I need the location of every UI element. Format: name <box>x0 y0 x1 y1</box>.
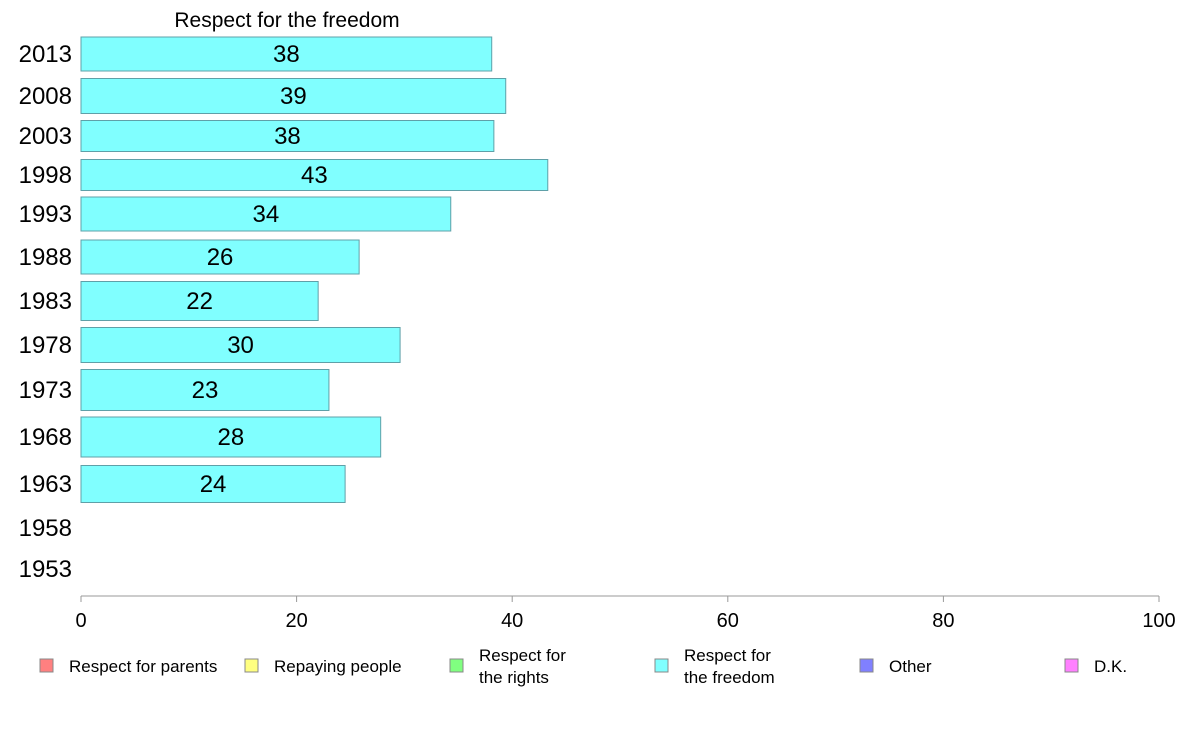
bar <box>80 36 493 72</box>
y-tick-label: 2008 <box>19 83 72 110</box>
x-axis: 0 20 40 60 80 100 <box>75 595 1176 632</box>
y-tick-label: 2003 <box>19 123 72 150</box>
bar-value-label: 30 <box>227 332 254 359</box>
legend-swatch <box>449 658 464 673</box>
chart-title: Respect for the freedom <box>174 9 399 32</box>
legend-swatch <box>244 658 259 673</box>
bar-value-label: 24 <box>200 471 227 498</box>
bar-value-label: 28 <box>217 424 244 451</box>
bar <box>80 159 549 191</box>
bar <box>80 78 507 114</box>
y-tick-label: 1978 <box>19 332 72 359</box>
bar <box>80 196 452 232</box>
y-tick-label: 1973 <box>19 377 72 404</box>
bar <box>80 369 330 411</box>
bar <box>80 416 382 458</box>
x-tick-label: 40 <box>501 610 523 632</box>
bar <box>80 465 346 503</box>
bar-value-label: 38 <box>274 123 301 150</box>
x-tick-label: 0 <box>75 610 86 632</box>
bar-value-label: 26 <box>207 244 234 271</box>
bar-value-label: 23 <box>192 377 219 404</box>
legend-label: D.K. <box>1094 657 1127 676</box>
legend-label: Respect for parents <box>69 657 217 676</box>
x-tick-label: 60 <box>717 610 739 632</box>
y-tick-label: 1988 <box>19 244 72 271</box>
bar <box>80 281 319 321</box>
legend-label: Respect for the freedom <box>684 646 775 687</box>
bar-value-label: 22 <box>186 288 213 315</box>
y-tick-label: 1958 <box>19 515 72 542</box>
legend-swatch <box>654 658 669 673</box>
bar-value-label: 38 <box>273 41 300 68</box>
y-tick-label: 2013 <box>19 41 72 68</box>
x-tick-label: 20 <box>285 610 307 632</box>
bar-value-label: 34 <box>253 201 280 228</box>
bar <box>80 120 495 152</box>
bar-value-label: 43 <box>301 162 328 189</box>
bar <box>80 239 360 275</box>
y-tick-label: 1953 <box>19 556 72 583</box>
bar-value-label: 39 <box>280 83 307 110</box>
legend: Respect for parents Repaying people Respec… <box>39 646 1127 687</box>
legend-swatch <box>859 658 874 673</box>
x-tick-label: 80 <box>932 610 954 632</box>
bar <box>80 327 401 363</box>
legend-label: Respect for the rights <box>479 646 566 687</box>
legend-label: Other <box>889 657 932 676</box>
y-tick-label: 1968 <box>19 424 72 451</box>
y-tick-label: 1993 <box>19 201 72 228</box>
legend-swatch <box>1064 658 1079 673</box>
y-tick-label: 1998 <box>19 162 72 189</box>
legend-swatch <box>39 658 54 673</box>
legend-label: Repaying people <box>274 657 402 676</box>
x-tick-label: 100 <box>1142 610 1175 632</box>
y-tick-label: 1983 <box>19 288 72 315</box>
y-axis-labels: 2013 2008 2003 1998 1993 1988 1983 1978 1973 1968… <box>19 41 72 583</box>
y-tick-label: 1963 <box>19 471 72 498</box>
